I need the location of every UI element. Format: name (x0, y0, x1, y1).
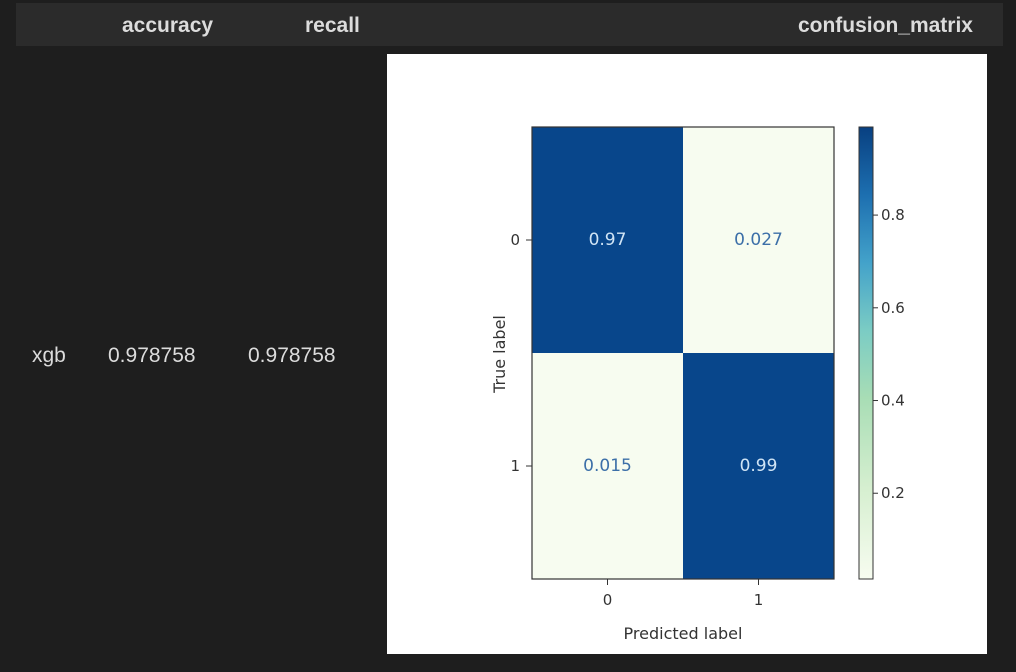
recall-value: 0.978758 (248, 344, 336, 367)
matrix-cell-1-0 (532, 353, 683, 579)
x-tick-label-1: 1 (754, 591, 764, 609)
colorbar-tick-label-3: 0.8 (881, 206, 905, 224)
colorbar-tick-label-2: 0.6 (881, 299, 905, 317)
matrix-cell-label-0-0: 0.97 (589, 230, 627, 250)
colorbar-tick-label-0: 0.2 (881, 484, 905, 502)
column-header-accuracy: accuracy (122, 14, 214, 37)
x-tick-label-0: 0 (603, 591, 613, 609)
y-tick-label-1: 1 (510, 457, 520, 475)
accuracy-value: 0.978758 (108, 344, 196, 367)
matrix-cell-1-1 (683, 353, 834, 579)
row-index-label: xgb (32, 344, 66, 367)
matrix-cell-label-0-1: 0.027 (734, 230, 783, 250)
colorbar-tick-label-1: 0.4 (881, 392, 905, 410)
matrix-cell-label-1-1: 0.99 (740, 456, 778, 476)
y-axis-label: True label (490, 315, 509, 394)
matrix-cell-0-1 (683, 127, 834, 353)
x-axis-label: Predicted label (624, 624, 743, 643)
matrix-frame (531, 126, 835, 580)
column-header-recall: recall (305, 14, 360, 37)
column-header-confusion-matrix: confusion_matrix (797, 14, 973, 37)
matrix-cell-0-0 (532, 127, 683, 353)
matrix-cell-label-1-0: 0.015 (583, 456, 632, 476)
colorbar (858, 126, 874, 580)
table-header-row: accuracy recall confusion_matrix (16, 3, 1003, 46)
y-tick-label-0: 0 (510, 231, 520, 249)
